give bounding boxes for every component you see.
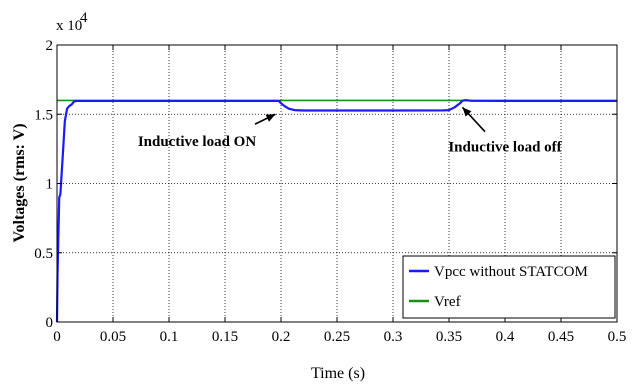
y-tick-label: 0 <box>46 315 54 331</box>
legend: Vpcc without STATCOM Vref <box>402 255 616 319</box>
y-tick-label: 2 <box>46 38 54 54</box>
legend-box <box>402 255 616 319</box>
y-tick-label: 1.5 <box>34 107 53 123</box>
legend-label-vref: Vref <box>434 294 461 310</box>
x-tick-label: 0.3 <box>384 329 403 345</box>
x-tick-label: 0.4 <box>496 329 515 345</box>
y-multiplier-exponent: 4 <box>80 10 88 26</box>
x-tick-label: 0.1 <box>160 329 179 345</box>
legend-label-vpcc: Vpcc without STATCOM <box>434 264 588 280</box>
x-tick-label: 0.45 <box>548 329 574 345</box>
x-axis-title: Time (s) <box>311 365 365 382</box>
series-layer <box>55 99 617 323</box>
x-tick-label: 0.05 <box>100 329 126 345</box>
x-tick-label: 0.2 <box>272 329 291 345</box>
x-tick-label: 0.5 <box>608 329 627 345</box>
y-axis-title: Voltages (rms: V) <box>11 123 28 242</box>
y-tick-label: 0.5 <box>34 246 53 262</box>
y-tick-label: 1 <box>46 177 54 193</box>
tick-layer: 0 0.05 0.1 0.15 0.2 0.25 0.3 0.35 0.4 0.45 0.5 0 0.5… <box>34 38 626 345</box>
annotation-layer: Inductive load ON Inductive load off <box>138 106 563 156</box>
annotation-label: Inductive load ON <box>138 134 257 150</box>
x-tick-label: 0.35 <box>436 329 462 345</box>
x-tick-label: 0 <box>53 329 61 345</box>
grid-lines <box>57 45 617 322</box>
x-tick-label: 0.25 <box>324 329 350 345</box>
x-tick-label: 0.15 <box>212 329 238 345</box>
annotation-arrow-head <box>265 114 276 122</box>
y-multiplier-label: x 10 <box>56 18 82 34</box>
annotation-label: Inductive load off <box>448 140 562 156</box>
series-line-vpcc <box>55 99 617 323</box>
annotation-arrow-head <box>462 107 472 117</box>
